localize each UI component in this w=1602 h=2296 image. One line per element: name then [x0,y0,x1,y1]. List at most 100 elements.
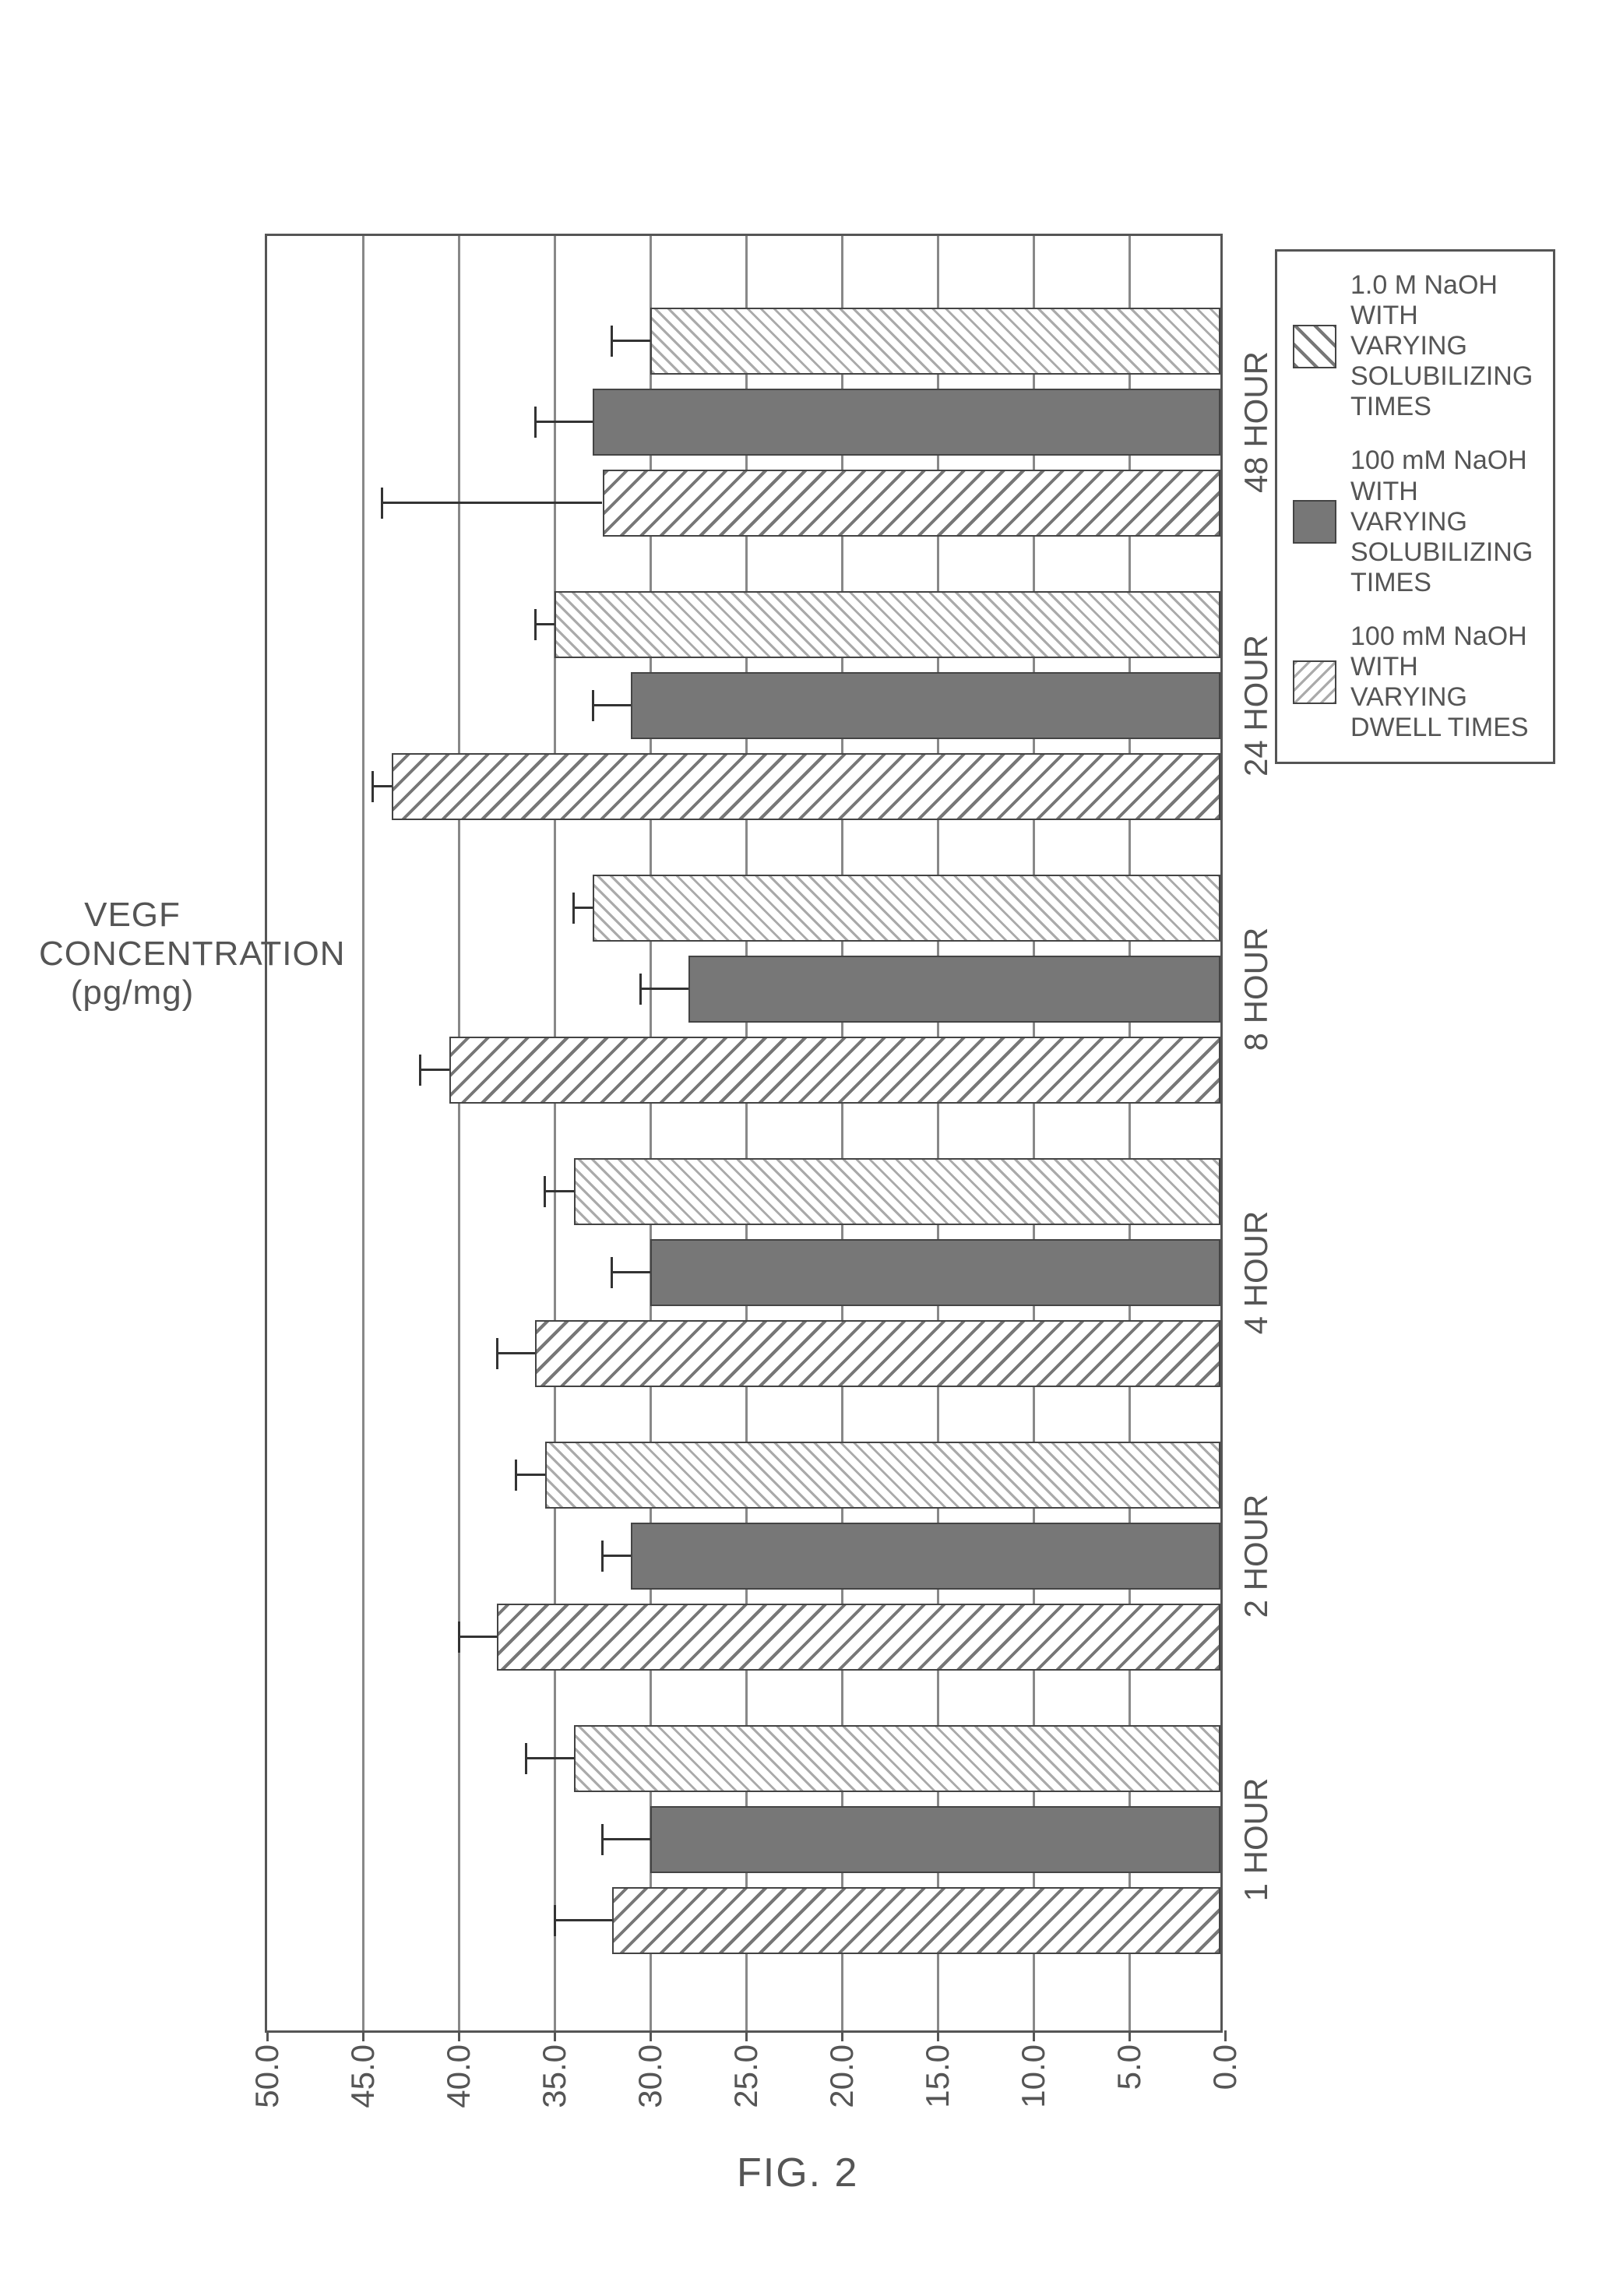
legend-label: 100 mM NaOH WITH VARYING SOLUBILIZING TI… [1350,445,1537,597]
axis-tick-label: 40.0 [440,2044,477,2108]
error-bar [612,340,650,343]
error-bar [497,1353,535,1355]
category-label: 8 HOUR [1238,928,1275,1051]
error-bar [612,1272,650,1274]
axis-tick [458,2030,460,2041]
bar [593,389,1220,456]
bar [574,1725,1220,1792]
error-bar-cap [544,1176,546,1207]
bar [593,875,1220,942]
category-label: 48 HOUR [1238,351,1275,493]
legend-item: 100 mM NaOH WITH VARYING SOLUBILIZING TI… [1293,445,1537,597]
error-bar [545,1191,574,1193]
gridline [458,236,460,2030]
axis-tick [1033,2030,1035,2041]
error-bar-cap [611,1257,613,1288]
error-bar-cap [458,1622,460,1653]
error-bar [535,624,555,626]
error-bar-cap [601,1824,604,1855]
legend-swatch [1293,325,1336,368]
axis-tick-label: 15.0 [919,2044,956,2108]
error-bar-cap [534,407,537,438]
axis-tick-label: 25.0 [727,2044,765,2108]
legend: 1.0 M NaOH WITH VARYING SOLUBILIZING TIM… [1275,249,1555,764]
category-label: 24 HOUR [1238,635,1275,776]
plot-area: 0.05.010.015.020.025.030.035.040.045.050… [265,234,1223,2033]
error-bar-cap [611,326,613,357]
error-bar-cap [639,974,642,1005]
bar [545,1442,1220,1509]
bar [555,591,1220,658]
error-bar [555,1920,612,1922]
category-label: 2 HOUR [1238,1495,1275,1618]
axis-tick [650,2030,652,2041]
legend-item: 1.0 M NaOH WITH VARYING SOLUBILIZING TIM… [1293,270,1537,422]
bar [612,1887,1220,1954]
axis-tick-label: 20.0 [823,2044,861,2108]
error-bar [372,786,392,788]
error-bar [593,705,631,707]
bar [688,956,1220,1023]
chart: 0.05.010.015.020.025.030.035.040.045.050… [265,234,1223,2033]
axis-tick-label: 5.0 [1111,2044,1148,2090]
bar [650,1239,1220,1306]
axis-tick [554,2030,556,2041]
category-label: 1 HOUR [1238,1778,1275,1902]
bar [650,1806,1220,1873]
axis-tick-label: 50.0 [248,2044,286,2108]
legend-swatch [1293,500,1336,544]
error-bar-cap [515,1460,517,1491]
legend-label: 1.0 M NaOH WITH VARYING SOLUBILIZING TIM… [1350,270,1537,422]
error-bar [459,1636,497,1639]
error-bar [535,421,593,424]
bar [631,1523,1220,1590]
category-label: 4 HOUR [1238,1211,1275,1335]
bar [392,753,1220,820]
error-bar-cap [554,1905,556,1936]
axis-tick [745,2030,748,2041]
axis-tick [362,2030,364,2041]
bar [631,672,1220,739]
axis-tick-label: 0.0 [1206,2044,1244,2090]
error-bar-cap [592,690,594,721]
axis-tick [1224,2030,1227,2041]
gridline [554,236,556,2030]
error-bar [603,1555,632,1558]
bar [497,1604,1220,1671]
error-bar [574,907,593,910]
error-bar-cap [525,1743,527,1774]
axis-tick-label: 30.0 [632,2044,669,2108]
error-bar-cap [534,609,537,640]
error-bar [382,502,603,505]
axis-tick-label: 35.0 [536,2044,573,2108]
error-bar [603,1839,651,1841]
error-bar-cap [601,1541,604,1572]
page: VEGF CONCENTRATION (pg/mg) 0.05.010.015.… [0,0,1602,2296]
legend-item: 100 mM NaOH WITH VARYING DWELL TIMES [1293,622,1537,743]
error-bar-cap [371,771,374,802]
bar [535,1320,1220,1387]
error-bar [526,1758,574,1760]
error-bar-cap [381,488,383,519]
axis-tick [266,2030,269,2041]
bar [574,1158,1220,1225]
error-bar [641,988,689,991]
figure-caption: FIG. 2 [737,2150,858,2196]
error-bar [421,1069,449,1072]
error-bar-cap [496,1338,498,1369]
axis-tick [1128,2030,1131,2041]
axis-tick [937,2030,939,2041]
axis-tick [841,2030,843,2041]
error-bar [516,1474,545,1477]
bar [449,1037,1220,1104]
error-bar-cap [419,1055,421,1086]
bar [650,308,1220,375]
axis-tick-label: 10.0 [1015,2044,1052,2108]
axis-tick-label: 45.0 [344,2044,382,2108]
y-axis-label: VEGF CONCENTRATION (pg/mg) [39,896,226,1012]
legend-swatch [1293,660,1336,704]
bar [603,470,1221,537]
error-bar-cap [572,893,575,924]
gridline [362,236,364,2030]
legend-label: 100 mM NaOH WITH VARYING DWELL TIMES [1350,622,1537,743]
